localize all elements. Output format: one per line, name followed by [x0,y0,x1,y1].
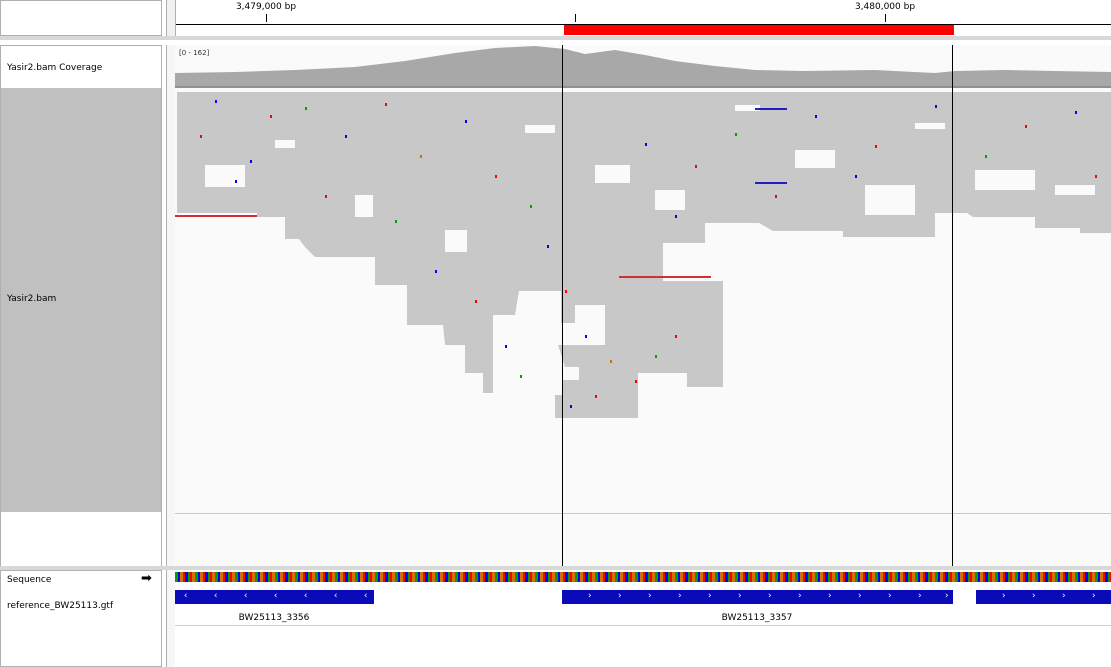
ruler-tick-label: 3,480,000 bp [854,2,916,12]
data-name-panel: Yasir2.bam Coverage Yasir2.bam [0,45,162,567]
feature-track-panel[interactable] [175,570,1111,667]
header-divider[interactable] [0,36,1111,40]
chevron-right-icon: › [647,591,653,601]
coverage-baseline [175,86,1111,88]
ruler-panel[interactable]: 3,479,000 bp 3,480,000 bp [175,0,1111,36]
chevron-left-icon: ‹ [243,591,249,601]
data-attribute-panel [166,45,176,567]
gene-feature-next[interactable]: › › › › [976,590,1111,604]
alignment-track-name-block[interactable]: Yasir2.bam [1,88,161,512]
feature-attribute-panel [166,570,176,667]
alignment-gaps [205,105,1095,345]
chevron-right-icon: › [587,591,593,601]
chevron-right-icon: › [1031,591,1037,601]
sequence-track-label[interactable]: Sequence [7,575,52,585]
feature-label-bw25113-3357[interactable]: BW25113_3357 [721,613,793,623]
annotation-track-label[interactable]: reference_BW25113.gtf [7,601,114,611]
chevron-right-icon: › [857,591,863,601]
chevron-right-icon: › [1001,591,1007,601]
chevron-right-icon: › [887,591,893,601]
feature-track-separator [175,625,1111,626]
right-arrow-icon[interactable]: ➡ [141,571,152,586]
chevron-right-icon: › [917,591,923,601]
data-track-panel[interactable]: [0 - 162] [175,45,1111,567]
feature-divider[interactable] [0,566,1111,570]
long-deletion-line [175,215,257,217]
roi-right-boundary [952,45,953,667]
chevron-right-icon: › [827,591,833,601]
coverage-and-alignment-graphics [175,46,1111,514]
header-name-panel [0,0,162,36]
region-of-interest-bar[interactable] [564,25,954,35]
chevron-left-icon: ‹ [273,591,279,601]
alignment-bottom-separator [175,513,1111,514]
gene-feature-bw25113-3357[interactable]: › › › › › › › › › › › › › [562,590,953,604]
feature-name-panel: Sequence ➡ reference_BW25113.gtf [0,570,162,667]
chevron-right-icon: › [797,591,803,601]
ruler-axis-line [176,24,1111,25]
header-attribute-panel [166,0,176,36]
insertion-line [755,108,787,110]
gene-feature-bw25113-3356[interactable]: ‹ ‹ ‹ ‹ ‹ ‹ ‹ [175,590,374,604]
alignment-pileup [177,92,1111,418]
chevron-right-icon: › [1061,591,1067,601]
chevron-right-icon: › [617,591,623,601]
alignment-track-label[interactable]: Yasir2.bam [7,294,57,304]
chevron-right-icon: › [737,591,743,601]
mismatch-marks [200,100,1097,408]
chevron-right-icon: › [944,591,950,601]
coverage-histogram [175,46,1111,87]
chevron-right-icon: › [677,591,683,601]
ruler-tick-label: 3,479,000 bp [235,2,297,12]
chevron-left-icon: ‹ [183,591,189,601]
chevron-right-icon: › [767,591,773,601]
feature-label-bw25113-3356[interactable]: BW25113_3356 [238,613,310,623]
chevron-left-icon: ‹ [333,591,339,601]
ruler-tick [885,14,886,22]
insertion-line [755,182,787,184]
chevron-left-icon: ‹ [213,591,219,601]
roi-left-boundary [562,45,563,667]
ruler-tick [266,14,267,22]
sequence-color-strip [175,572,1111,582]
ruler-tick [575,14,576,22]
long-deletion-line [619,276,711,278]
chevron-right-icon: › [1091,591,1097,601]
coverage-track-label[interactable]: Yasir2.bam Coverage [7,63,103,73]
coverage-range-label: [0 - 162] [179,49,210,57]
chevron-left-icon: ‹ [363,591,369,601]
chevron-left-icon: ‹ [303,591,309,601]
chevron-right-icon: › [707,591,713,601]
